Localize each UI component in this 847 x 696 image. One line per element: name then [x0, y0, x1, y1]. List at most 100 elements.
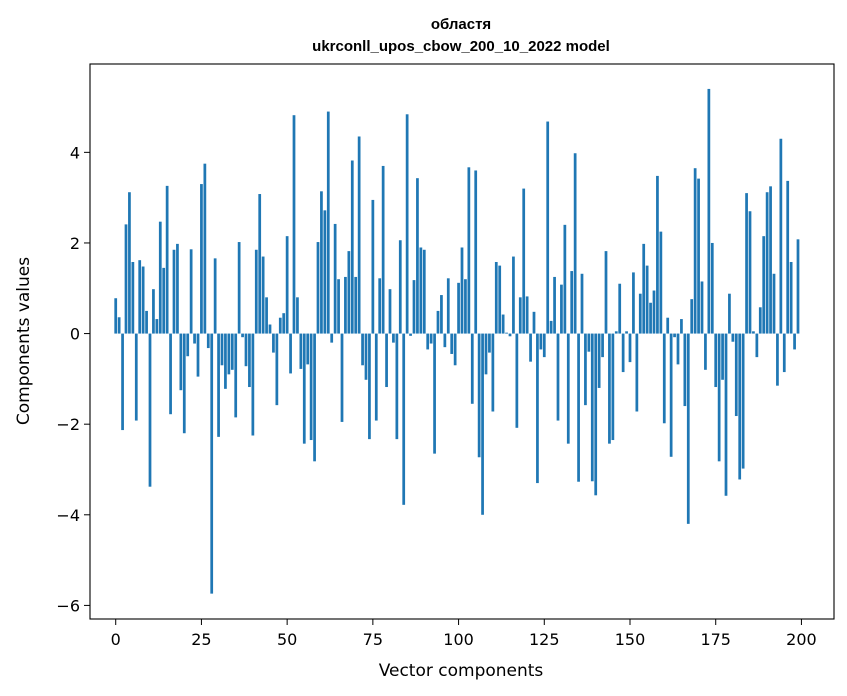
x-tick-label: 125 — [529, 630, 560, 649]
bar-155 — [645, 265, 649, 334]
x-tick-label: 175 — [700, 630, 731, 649]
bar-153 — [638, 293, 642, 334]
bar-165 — [680, 319, 683, 334]
bar-196 — [786, 180, 790, 334]
bar-125 — [542, 333, 546, 358]
bar-34 — [230, 333, 234, 370]
bar-69 — [350, 160, 354, 334]
bar-139 — [590, 333, 594, 482]
bar-157 — [652, 290, 656, 334]
bar-112 — [498, 265, 502, 334]
bar-189 — [762, 236, 766, 334]
bar-41 — [254, 249, 258, 334]
bar-37 — [241, 333, 244, 338]
bar-133 — [570, 271, 574, 334]
bar-100 — [457, 282, 460, 334]
bar-137 — [584, 333, 587, 406]
bar-115 — [508, 333, 512, 337]
bar-19 — [179, 333, 183, 391]
bar-30 — [217, 333, 220, 437]
bar-31 — [220, 333, 224, 366]
bar-134 — [573, 153, 577, 334]
bar-146 — [614, 331, 618, 334]
bar-193 — [776, 333, 779, 386]
bar-56 — [306, 333, 310, 365]
bar-176 — [717, 333, 721, 462]
bar-50 — [285, 236, 289, 334]
bar-35 — [234, 333, 238, 418]
x-tick-label: 0 — [111, 630, 121, 649]
bar-10 — [148, 333, 152, 487]
bar-82 — [395, 333, 399, 440]
bar-33 — [227, 333, 231, 375]
bar-97 — [446, 278, 450, 334]
bar-21 — [186, 333, 190, 357]
bar-89 — [419, 247, 423, 334]
bar-144 — [608, 333, 611, 444]
bar-88 — [416, 178, 419, 334]
bar-167 — [686, 333, 690, 524]
bar-186 — [752, 331, 755, 334]
bar-103 — [467, 167, 471, 334]
bar-86 — [409, 333, 412, 336]
bar-173 — [707, 88, 711, 334]
bar-49 — [282, 313, 286, 334]
y-tick-label: 2 — [70, 234, 80, 253]
bar-11 — [152, 289, 155, 334]
bar-164 — [676, 333, 680, 365]
bar-36 — [237, 242, 241, 334]
bar-168 — [690, 299, 694, 334]
bar-187 — [755, 333, 759, 358]
bar-87 — [412, 280, 416, 334]
bar-42 — [258, 194, 262, 334]
bar-147 — [618, 283, 622, 334]
bar-162 — [669, 333, 673, 457]
bar-195 — [782, 333, 786, 373]
bar-148 — [621, 333, 625, 373]
bar-58 — [313, 333, 316, 462]
bar-91 — [426, 333, 430, 350]
bar-93 — [433, 333, 436, 454]
bar-2 — [121, 333, 124, 431]
bar-152 — [635, 333, 639, 412]
bar-51 — [289, 333, 292, 374]
chart-subtitle: ukrconll_upos_cbow_200_10_2022 model — [312, 38, 610, 55]
bar-145 — [611, 333, 615, 441]
bar-47 — [275, 333, 279, 406]
bar-171 — [700, 281, 704, 334]
bar-191 — [769, 186, 772, 334]
bar-114 — [505, 332, 508, 334]
bar-12 — [155, 319, 159, 334]
bar-64 — [333, 223, 337, 334]
bar-54 — [299, 333, 303, 369]
bar-9 — [145, 310, 148, 334]
bar-106 — [477, 333, 481, 458]
bar-29 — [213, 258, 217, 334]
bar-7 — [138, 260, 142, 334]
bar-24 — [196, 333, 200, 377]
bar-179 — [728, 293, 731, 334]
bar-85 — [405, 114, 409, 334]
bar-116 — [512, 256, 515, 334]
x-tick-label: 150 — [615, 630, 646, 649]
bar-74 — [368, 333, 371, 440]
bar-190 — [765, 192, 769, 334]
x-axis-label: Vector components — [379, 661, 544, 681]
bar-8 — [141, 266, 145, 334]
bar-53 — [296, 297, 299, 334]
bar-138 — [587, 333, 591, 352]
bar-0 — [114, 298, 118, 334]
bar-20 — [182, 333, 186, 434]
y-tick-label: −4 — [56, 506, 80, 525]
bar-6 — [134, 333, 138, 421]
bar-120 — [525, 296, 529, 334]
bar-183 — [741, 333, 745, 469]
bar-72 — [361, 333, 364, 366]
bar-170 — [697, 178, 700, 334]
bar-158 — [656, 175, 659, 334]
bar-150 — [628, 333, 632, 363]
bar-194 — [779, 138, 783, 334]
bar-110 — [491, 333, 495, 412]
bar-143 — [604, 251, 608, 334]
bar-28 — [210, 333, 214, 594]
